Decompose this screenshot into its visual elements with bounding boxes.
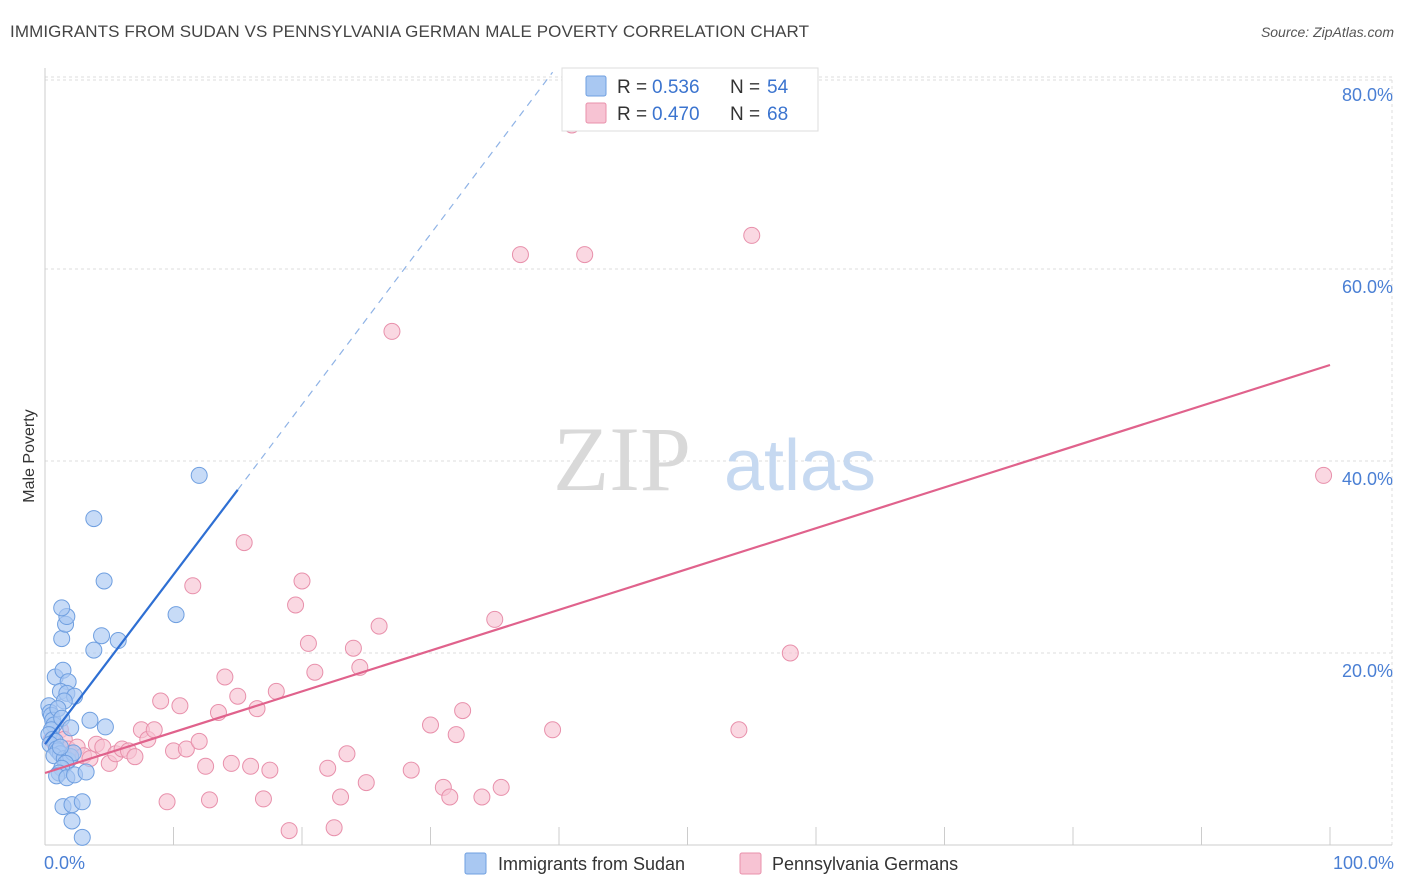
y-tick-label-20: 20.0%: [1342, 661, 1393, 681]
bottom-legend-label-penn-german: Pennsylvania Germans: [772, 854, 958, 874]
sudan-point-51: [63, 812, 81, 830]
y-tick-label-80: 80.0%: [1342, 85, 1393, 105]
legend-n-value-1: 54: [767, 77, 789, 98]
penn-german-point-62: [511, 246, 529, 264]
legend-swatch-pink: [585, 102, 607, 124]
watermark: ZIP atlas: [553, 408, 876, 510]
penn-german-point-47: [338, 745, 356, 763]
penn-german-point-57: [447, 726, 465, 744]
penn-german-point-33: [235, 534, 253, 552]
penn-german-point-40: [287, 596, 305, 614]
sudan-point-37: [53, 630, 71, 648]
sudan-point-41: [85, 641, 103, 659]
legend-box: R = 0.536 N = 54 R = 0.470 N = 68: [561, 67, 819, 132]
legend-r-label-1: R =: [617, 77, 647, 98]
sudan-point-40: [53, 599, 71, 617]
penn-german-point-27: [197, 757, 215, 775]
sudan-point-52: [73, 828, 91, 846]
bottom-legend-swatch-blue: [464, 852, 487, 875]
penn-german-point-48: [344, 639, 362, 657]
penn-german-point-59: [473, 788, 491, 806]
penn-german-point-65: [576, 246, 594, 264]
gridlines: [45, 76, 1393, 845]
sudan-trend-line: [44, 489, 239, 745]
penn-german-point-26: [190, 732, 208, 750]
penn-german-point-43: [306, 663, 324, 681]
sudan-point-47: [190, 466, 208, 484]
sudan-point-53: [51, 738, 69, 756]
sudan-point-36: [96, 718, 114, 736]
penn-german-point-30: [216, 668, 234, 686]
sudan-point-24: [77, 763, 95, 781]
legend-n-label-2: N =: [730, 104, 760, 125]
y-axis-label: Male Poverty: [21, 409, 38, 502]
penn-german-point-44: [319, 759, 337, 777]
penn-german-point-61: [492, 778, 510, 796]
sudan-point-45: [85, 510, 103, 528]
penn-german-point-28: [200, 791, 218, 809]
sudan-trend-extension: [237, 71, 554, 491]
penn-german-point-31: [222, 754, 240, 772]
penn-german-point-69: [1315, 466, 1333, 484]
penn-german-point-68: [781, 644, 799, 662]
penn-german-point-34: [242, 757, 260, 775]
sudan-point-46: [167, 606, 185, 624]
penn-german-point-20: [152, 692, 170, 710]
penn-german-point-63: [544, 721, 562, 739]
penn-german-point-60: [486, 610, 504, 628]
legend-n-label-1: N =: [730, 77, 760, 98]
penn-german-point-32: [229, 687, 247, 705]
legend-n-value-2: 68: [767, 104, 788, 125]
x-tick-label-max: 100.0%: [1333, 853, 1394, 873]
penn-german-point-36: [254, 790, 272, 808]
penn-german-point-41: [293, 572, 311, 590]
chart-title: IMMIGRANTS FROM SUDAN VS PENNSYLVANIA GE…: [10, 22, 810, 41]
axes: [44, 68, 1392, 846]
penn-german-point-21: [158, 793, 176, 811]
penn-german-point-46: [332, 788, 350, 806]
penn-german-point-54: [422, 716, 439, 734]
sudan-point-42: [93, 627, 111, 645]
penn-german-point-37: [261, 761, 279, 779]
penn-german-point-42: [299, 634, 317, 652]
penn-german-point-25: [184, 577, 202, 595]
penn-german-point-67: [743, 226, 761, 244]
bottom-legend: Immigrants from Sudan Pennsylvania Germa…: [464, 852, 958, 875]
legend-r-value-2: 0.470: [652, 104, 700, 125]
penn-german-point-39: [280, 822, 298, 840]
penn-german-point-16: [126, 748, 144, 766]
y-tick-label-40: 40.0%: [1342, 469, 1393, 489]
bottom-legend-swatch-pink: [739, 852, 762, 875]
sudan-point-35: [81, 711, 99, 729]
penn-german-point-51: [370, 617, 388, 635]
penn-german-point-23: [171, 697, 189, 715]
penn-german-point-66: [730, 721, 748, 739]
penn-german-point-45: [325, 819, 343, 837]
sudan-point-34: [62, 719, 80, 737]
penn-german-point-56: [441, 788, 459, 806]
watermark-atlas: atlas: [724, 426, 876, 506]
x-tick-label-min: 0.0%: [44, 853, 85, 873]
penn-german-point-50: [357, 774, 375, 792]
penn-german-point-52: [383, 322, 401, 340]
chart-source: Source: ZipAtlas.com: [1260, 24, 1394, 40]
watermark-zip: ZIP: [553, 408, 691, 510]
sudan-point-50: [73, 793, 91, 811]
bottom-legend-label-sudan: Immigrants from Sudan: [498, 854, 685, 874]
penn-german-trend-line: [44, 363, 1331, 775]
y-tick-labels: 20.0% 40.0% 60.0% 80.0%: [1342, 85, 1393, 681]
legend-swatch-blue: [585, 75, 607, 97]
sudan-point-44: [95, 572, 113, 590]
trend-lines: [44, 71, 1331, 775]
penn-german-point-58: [454, 702, 472, 720]
penn-german-point-24: [177, 740, 195, 758]
legend-r-label-2: R =: [617, 104, 647, 125]
legend-r-value-1: 0.536: [652, 77, 700, 98]
series-immigrants-from-sudan: [40, 466, 208, 846]
y-tick-label-60: 60.0%: [1342, 277, 1393, 297]
penn-german-point-53: [402, 761, 420, 779]
